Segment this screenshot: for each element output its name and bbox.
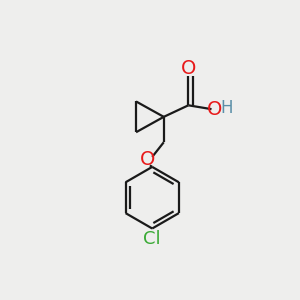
Text: H: H: [221, 99, 233, 117]
Text: O: O: [207, 100, 222, 118]
Text: O: O: [181, 59, 196, 78]
Text: Cl: Cl: [143, 230, 161, 247]
Text: O: O: [140, 150, 155, 169]
